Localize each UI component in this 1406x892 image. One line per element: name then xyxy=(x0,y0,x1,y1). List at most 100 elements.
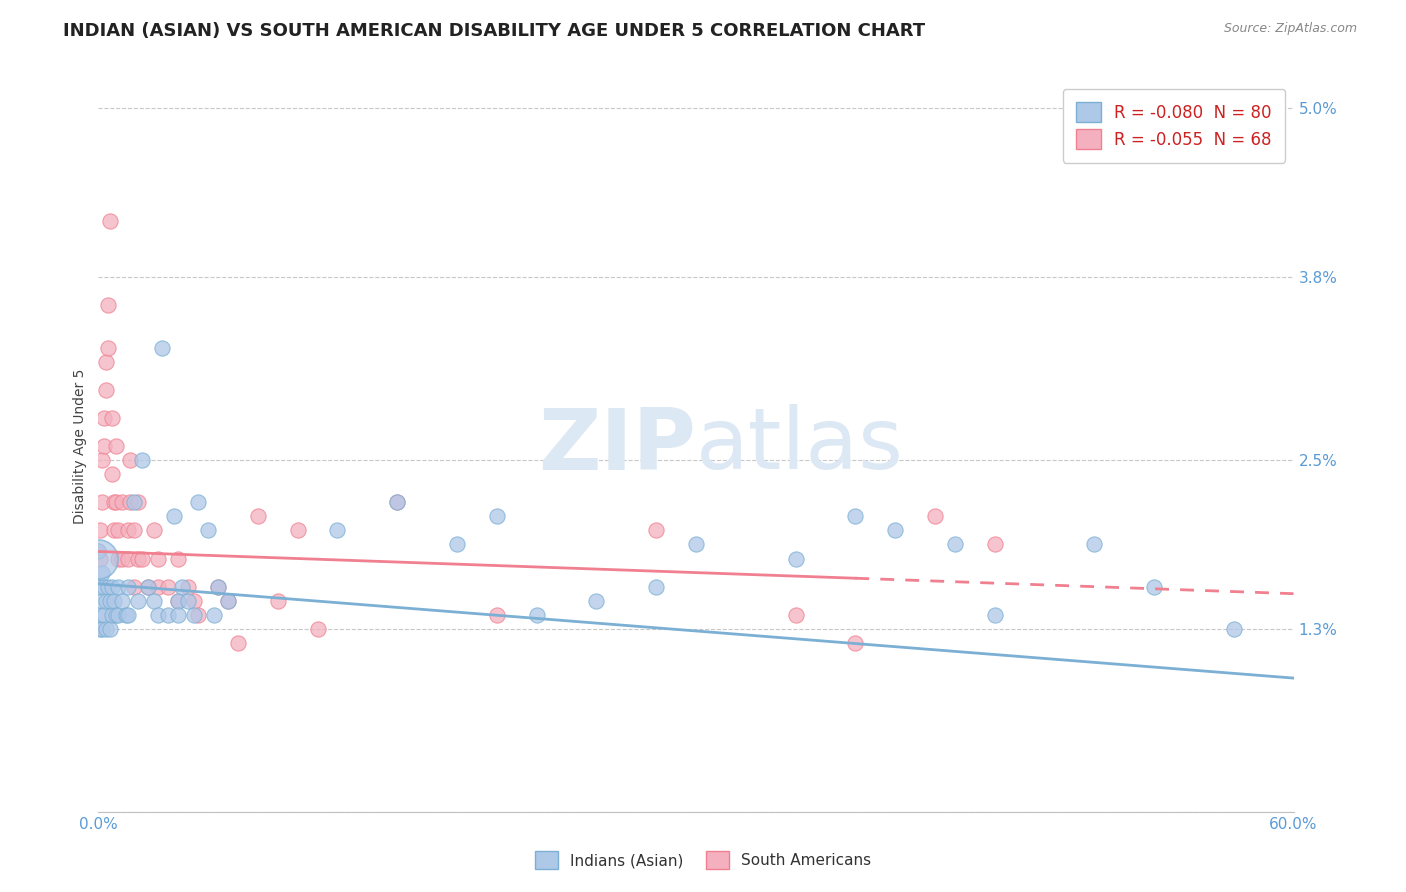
Point xyxy=(844,636,866,650)
Point xyxy=(124,524,146,538)
Point xyxy=(685,537,707,551)
Point xyxy=(89,524,111,538)
Point xyxy=(89,551,111,566)
Point xyxy=(105,495,128,509)
Legend: Indians (Asian), South Americans: Indians (Asian), South Americans xyxy=(529,845,877,875)
Point xyxy=(585,593,607,607)
Text: INDIAN (ASIAN) VS SOUTH AMERICAN DISABILITY AGE UNDER 5 CORRELATION CHART: INDIAN (ASIAN) VS SOUTH AMERICAN DISABIL… xyxy=(63,22,925,40)
Point xyxy=(120,453,142,467)
Point xyxy=(127,495,149,509)
Point xyxy=(117,580,139,594)
Point xyxy=(884,524,907,538)
Point xyxy=(785,551,807,566)
Point xyxy=(93,410,115,425)
Point xyxy=(167,607,190,622)
Point xyxy=(924,509,946,524)
Point xyxy=(91,453,114,467)
Point xyxy=(167,551,190,566)
Point xyxy=(103,495,125,509)
Point xyxy=(96,593,118,607)
Point xyxy=(485,607,508,622)
Point xyxy=(307,622,329,636)
Point xyxy=(96,622,118,636)
Point xyxy=(89,607,111,622)
Point xyxy=(115,607,138,622)
Point xyxy=(148,551,170,566)
Point xyxy=(183,593,205,607)
Point xyxy=(101,607,124,622)
Point xyxy=(101,580,124,594)
Point xyxy=(103,593,125,607)
Point xyxy=(202,607,225,622)
Point xyxy=(87,544,110,558)
Point xyxy=(131,453,153,467)
Point xyxy=(385,495,409,509)
Point xyxy=(844,509,866,524)
Point xyxy=(207,580,229,594)
Point xyxy=(105,607,128,622)
Legend: R = -0.080  N = 80, R = -0.055  N = 68: R = -0.080 N = 80, R = -0.055 N = 68 xyxy=(1063,88,1285,162)
Point xyxy=(91,566,114,580)
Point xyxy=(93,580,115,594)
Point xyxy=(96,383,118,397)
Point xyxy=(96,354,118,368)
Point xyxy=(163,509,186,524)
Point xyxy=(143,524,166,538)
Point xyxy=(645,580,668,594)
Point xyxy=(207,580,229,594)
Point xyxy=(385,495,409,509)
Point xyxy=(167,593,190,607)
Point xyxy=(984,607,1007,622)
Point xyxy=(107,607,129,622)
Point xyxy=(197,524,219,538)
Point xyxy=(148,607,170,622)
Point xyxy=(187,495,209,509)
Point xyxy=(97,580,120,594)
Point xyxy=(326,524,349,538)
Point xyxy=(177,580,200,594)
Point xyxy=(97,341,120,355)
Point xyxy=(117,607,139,622)
Point xyxy=(217,593,239,607)
Point xyxy=(91,622,114,636)
Point xyxy=(645,524,668,538)
Point xyxy=(93,607,115,622)
Point xyxy=(267,593,290,607)
Point xyxy=(187,607,209,622)
Point xyxy=(111,593,134,607)
Point xyxy=(150,341,173,355)
Point xyxy=(157,580,180,594)
Point xyxy=(446,537,468,551)
Point xyxy=(117,551,139,566)
Point xyxy=(172,580,194,594)
Point xyxy=(785,607,807,622)
Y-axis label: Disability Age Under 5: Disability Age Under 5 xyxy=(73,368,87,524)
Point xyxy=(101,467,124,482)
Point xyxy=(91,593,114,607)
Point xyxy=(89,622,111,636)
Point xyxy=(124,495,146,509)
Point xyxy=(136,580,159,594)
Point xyxy=(485,509,508,524)
Point xyxy=(127,593,149,607)
Point xyxy=(98,622,122,636)
Point xyxy=(1223,622,1246,636)
Point xyxy=(246,509,269,524)
Point xyxy=(287,524,309,538)
Text: ZIP: ZIP xyxy=(538,404,696,488)
Point xyxy=(117,524,139,538)
Point xyxy=(98,214,122,228)
Point xyxy=(1143,580,1166,594)
Point xyxy=(136,580,159,594)
Point xyxy=(107,524,129,538)
Point xyxy=(143,593,166,607)
Point xyxy=(1083,537,1105,551)
Text: atlas: atlas xyxy=(696,404,904,488)
Point xyxy=(87,551,110,566)
Point xyxy=(105,439,128,453)
Point xyxy=(120,495,142,509)
Point xyxy=(217,593,239,607)
Point xyxy=(131,551,153,566)
Point xyxy=(97,298,120,312)
Point xyxy=(93,439,115,453)
